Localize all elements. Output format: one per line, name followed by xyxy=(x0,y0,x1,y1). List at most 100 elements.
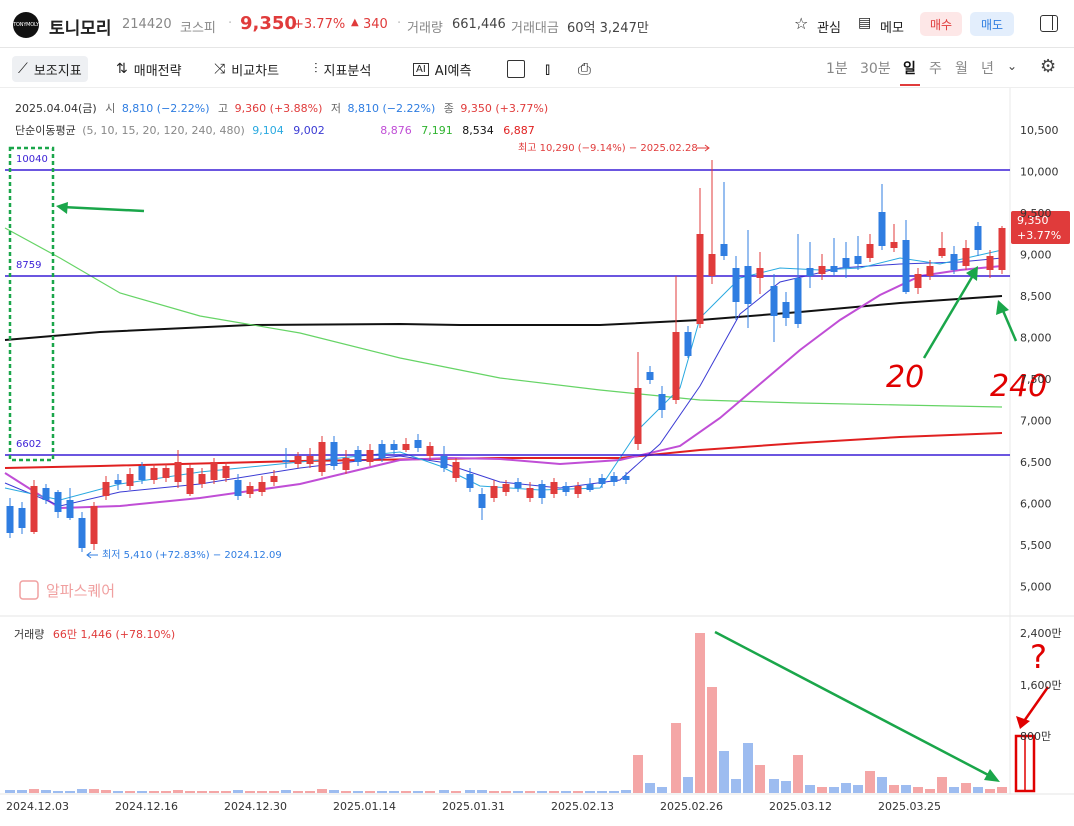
candle xyxy=(708,160,716,284)
analysis-button[interactable]: ⫶ 지표분석 xyxy=(314,61,372,79)
candle xyxy=(354,446,362,466)
candle-icon[interactable]: ⫾ xyxy=(545,59,551,78)
volume-bar xyxy=(439,790,449,793)
volume-bar xyxy=(937,777,947,793)
price-axis-label: 6,500 xyxy=(1020,456,1052,469)
candle xyxy=(574,482,582,498)
volume-label: 거래량 xyxy=(407,21,443,36)
watch-button[interactable]: 관심 xyxy=(817,21,841,36)
candle-body xyxy=(842,258,850,268)
candle-body xyxy=(440,456,448,468)
panel-toggle-icon[interactable] xyxy=(1040,15,1058,32)
compare-button[interactable]: ⤨ 비교차트 xyxy=(214,61,280,79)
candle xyxy=(174,450,182,488)
volume-bar xyxy=(961,783,971,793)
green-arrow-left xyxy=(61,205,145,213)
info-open: 8,810 (−2.22%) xyxy=(122,102,210,115)
candle xyxy=(770,274,778,342)
green-arrow-volume xyxy=(714,630,995,780)
candle xyxy=(806,242,814,288)
memo-button[interactable]: 메모 xyxy=(880,21,904,36)
candle xyxy=(258,476,266,496)
volume-bar xyxy=(149,791,159,793)
candle xyxy=(878,184,886,250)
candle-body xyxy=(646,372,654,380)
candle xyxy=(162,464,170,482)
memo-icon[interactable]: ▤ xyxy=(858,15,872,31)
volume-bar xyxy=(853,785,863,793)
candle xyxy=(756,252,764,294)
candle-body xyxy=(902,240,910,292)
candle xyxy=(42,484,50,504)
candle-body xyxy=(658,394,666,410)
buy-button[interactable]: 매수 xyxy=(920,12,962,36)
candle-body xyxy=(354,450,362,462)
candle xyxy=(234,474,242,500)
tf-year[interactable]: 년 xyxy=(981,61,994,77)
candle xyxy=(342,450,350,474)
candle xyxy=(526,482,534,502)
volume-bar xyxy=(293,791,303,793)
volume-bar xyxy=(451,791,461,793)
price-axis-label: 7,500 xyxy=(1020,373,1052,386)
candle-body xyxy=(526,488,534,498)
candle xyxy=(672,276,680,404)
volume-bar xyxy=(621,790,631,793)
ma-label: 단순이동평균 xyxy=(15,124,76,137)
volume-bar xyxy=(889,785,899,793)
candle xyxy=(318,436,326,476)
candle xyxy=(78,512,86,552)
strategy-button[interactable]: ⇅ 매매전략 xyxy=(116,61,182,79)
candle xyxy=(830,238,838,276)
candle-body xyxy=(830,266,838,272)
price-chart[interactable]: 2025.04.04(금) 시 8,810 (−2.22%) 고 9,360 (… xyxy=(0,88,1074,826)
volume-bar xyxy=(817,787,827,793)
candle-body xyxy=(696,234,704,324)
price-badge-pct: +3.77% xyxy=(1017,229,1061,242)
candle xyxy=(306,448,314,468)
candle-body xyxy=(986,256,994,270)
candle-body xyxy=(684,332,692,356)
tf-1min[interactable]: 1분 xyxy=(826,61,848,77)
tf-week[interactable]: 주 xyxy=(929,61,942,77)
candle xyxy=(102,476,110,500)
ma-20-line xyxy=(4,265,1003,510)
candle xyxy=(818,254,826,280)
volume-bar xyxy=(645,783,655,793)
candle-body xyxy=(390,444,398,450)
candle xyxy=(696,188,704,328)
candle xyxy=(998,226,1006,274)
candle xyxy=(732,256,740,320)
gear-icon[interactable]: ⚙ xyxy=(1040,56,1057,77)
ma-value-240: 8,534 xyxy=(462,124,494,137)
candle xyxy=(440,446,448,472)
change-percent: +3.77% xyxy=(293,17,346,32)
date-axis-label: 2025.03.12 xyxy=(769,800,832,813)
sell-button[interactable]: 매도 xyxy=(970,12,1014,36)
chevron-down-icon[interactable]: ⌄ xyxy=(1007,59,1018,73)
camera-icon[interactable]: ⎙ xyxy=(578,59,591,78)
volume-bar xyxy=(743,743,753,793)
candle xyxy=(150,464,158,484)
square-icon[interactable] xyxy=(507,56,525,82)
volume-bar xyxy=(401,791,411,793)
indicators-button[interactable]: ⟋ 보조지표 xyxy=(12,56,88,82)
candle-body xyxy=(294,456,302,464)
tf-month[interactable]: 월 xyxy=(955,61,968,77)
volume-bar xyxy=(221,791,231,793)
date-axis-label: 2025.01.31 xyxy=(442,800,505,813)
volume-bar xyxy=(585,791,595,793)
change-amount: 340 xyxy=(363,17,388,32)
candle xyxy=(562,482,570,496)
candle xyxy=(720,182,728,260)
star-icon[interactable]: ☆ xyxy=(794,14,809,33)
volume-pane-label: 거래량 xyxy=(14,628,44,641)
tf-day[interactable]: 일 xyxy=(903,61,916,77)
ai-predict-button[interactable]: AI AI예측 xyxy=(413,56,471,82)
volume-bar xyxy=(77,789,87,793)
date-axis-label: 2024.12.16 xyxy=(115,800,178,813)
volume-bar xyxy=(695,633,705,793)
candle-body xyxy=(490,486,498,498)
ma-value-480: 6,887 xyxy=(503,124,535,137)
tf-30min[interactable]: 30분 xyxy=(860,61,891,77)
